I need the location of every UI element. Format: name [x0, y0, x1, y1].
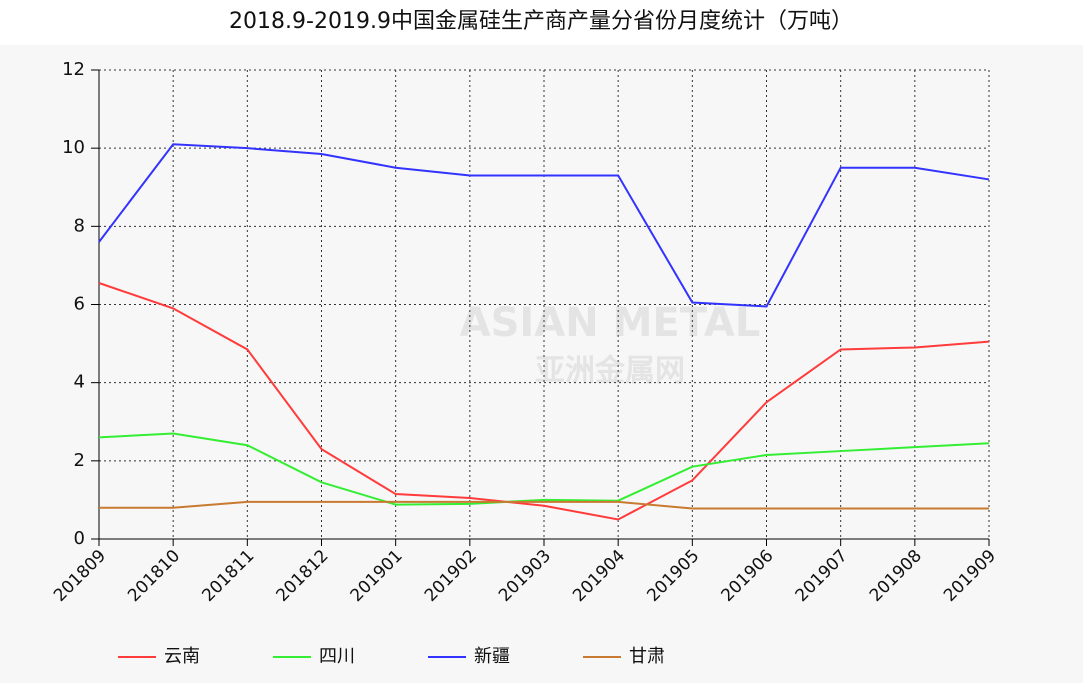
- legend-label: 云南: [164, 646, 200, 667]
- legend-label: 四川: [319, 646, 355, 667]
- y-tick-label: 12: [62, 59, 85, 80]
- watermark-sub: 亚洲金属网: [535, 354, 685, 389]
- watermark: ASIAN METAL: [460, 300, 761, 346]
- y-tick-label: 6: [74, 294, 85, 315]
- y-tick-label: 8: [74, 215, 85, 236]
- series-line: [98, 282, 990, 521]
- y-tick-label: 2: [74, 450, 85, 471]
- series-line: [98, 143, 990, 308]
- y-tick-label: 4: [74, 372, 85, 393]
- y-tick-label: 0: [74, 528, 85, 549]
- series-line: [99, 500, 989, 510]
- chart-background: [0, 45, 1083, 683]
- y-tick-label: 10: [62, 137, 85, 158]
- legend-label: 甘肃: [629, 646, 665, 667]
- legend-label: 新疆: [474, 646, 510, 667]
- chart-title: 2018.9-2019.9中国金属硅生产商产量分省份月度统计（万吨）: [229, 9, 853, 34]
- series-line: [98, 432, 990, 506]
